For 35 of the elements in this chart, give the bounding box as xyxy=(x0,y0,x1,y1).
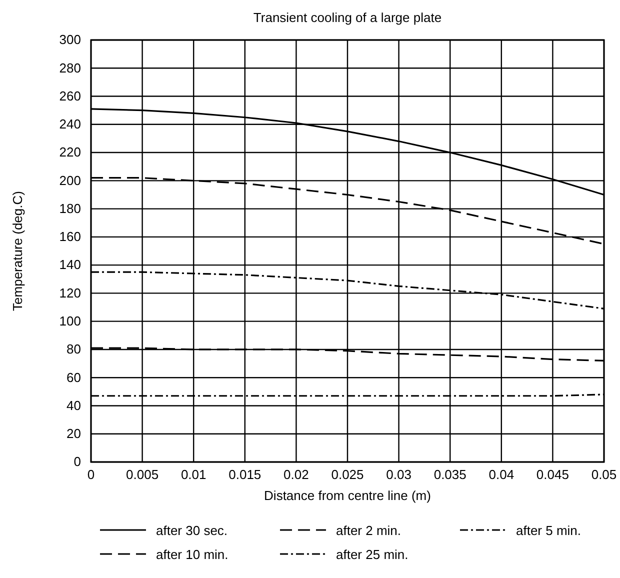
chart-title: Transient cooling of a large plate xyxy=(253,10,442,25)
y-tick-label: 200 xyxy=(59,172,81,188)
x-tick-label: 0.03 xyxy=(386,467,412,482)
x-tick-label: 0.025 xyxy=(331,467,364,482)
y-tick-label: 220 xyxy=(59,144,81,160)
y-tick-label: 280 xyxy=(59,60,81,76)
y-tick-label: 40 xyxy=(66,398,81,413)
legend-label: after 25 min. xyxy=(336,547,408,562)
x-tick-label: 0.02 xyxy=(284,467,309,482)
x-tick-label: 0.015 xyxy=(228,467,262,482)
x-tick-label: 0.035 xyxy=(434,467,466,482)
x-tick-label: 0.05 xyxy=(591,467,617,482)
legend-label: after 30 sec. xyxy=(156,523,228,538)
x-tick-label: 0.045 xyxy=(536,467,569,482)
y-tick-label: 100 xyxy=(59,313,81,328)
legend-label: after 5 min. xyxy=(516,523,582,538)
x-tick-label: 0.005 xyxy=(126,467,159,482)
legend-label: after 10 min. xyxy=(156,547,228,562)
y-tick-label: 20 xyxy=(66,426,81,442)
y-tick-label: 80 xyxy=(66,342,81,357)
y-tick-label: 140 xyxy=(59,257,81,272)
x-tick-label: 0.04 xyxy=(488,467,514,482)
y-tick-label: 160 xyxy=(59,229,81,244)
y-tick-label: 300 xyxy=(59,32,81,48)
y-tick-label: 60 xyxy=(66,370,81,385)
y-tick-label: 0 xyxy=(74,454,81,470)
y-tick-label: 260 xyxy=(59,88,81,104)
y-tick-label: 240 xyxy=(59,116,81,132)
legend-label: after 2 min. xyxy=(336,523,402,538)
y-tick-label: 120 xyxy=(59,285,81,300)
y-tick-label: 180 xyxy=(59,200,81,216)
x-tick-label: 0 xyxy=(87,467,95,482)
x-tick-label: 0.01 xyxy=(180,467,206,482)
x-axis-title: Distance from centre line (m) xyxy=(264,488,431,503)
y-axis-title: Temperature (deg.C) xyxy=(10,191,25,311)
